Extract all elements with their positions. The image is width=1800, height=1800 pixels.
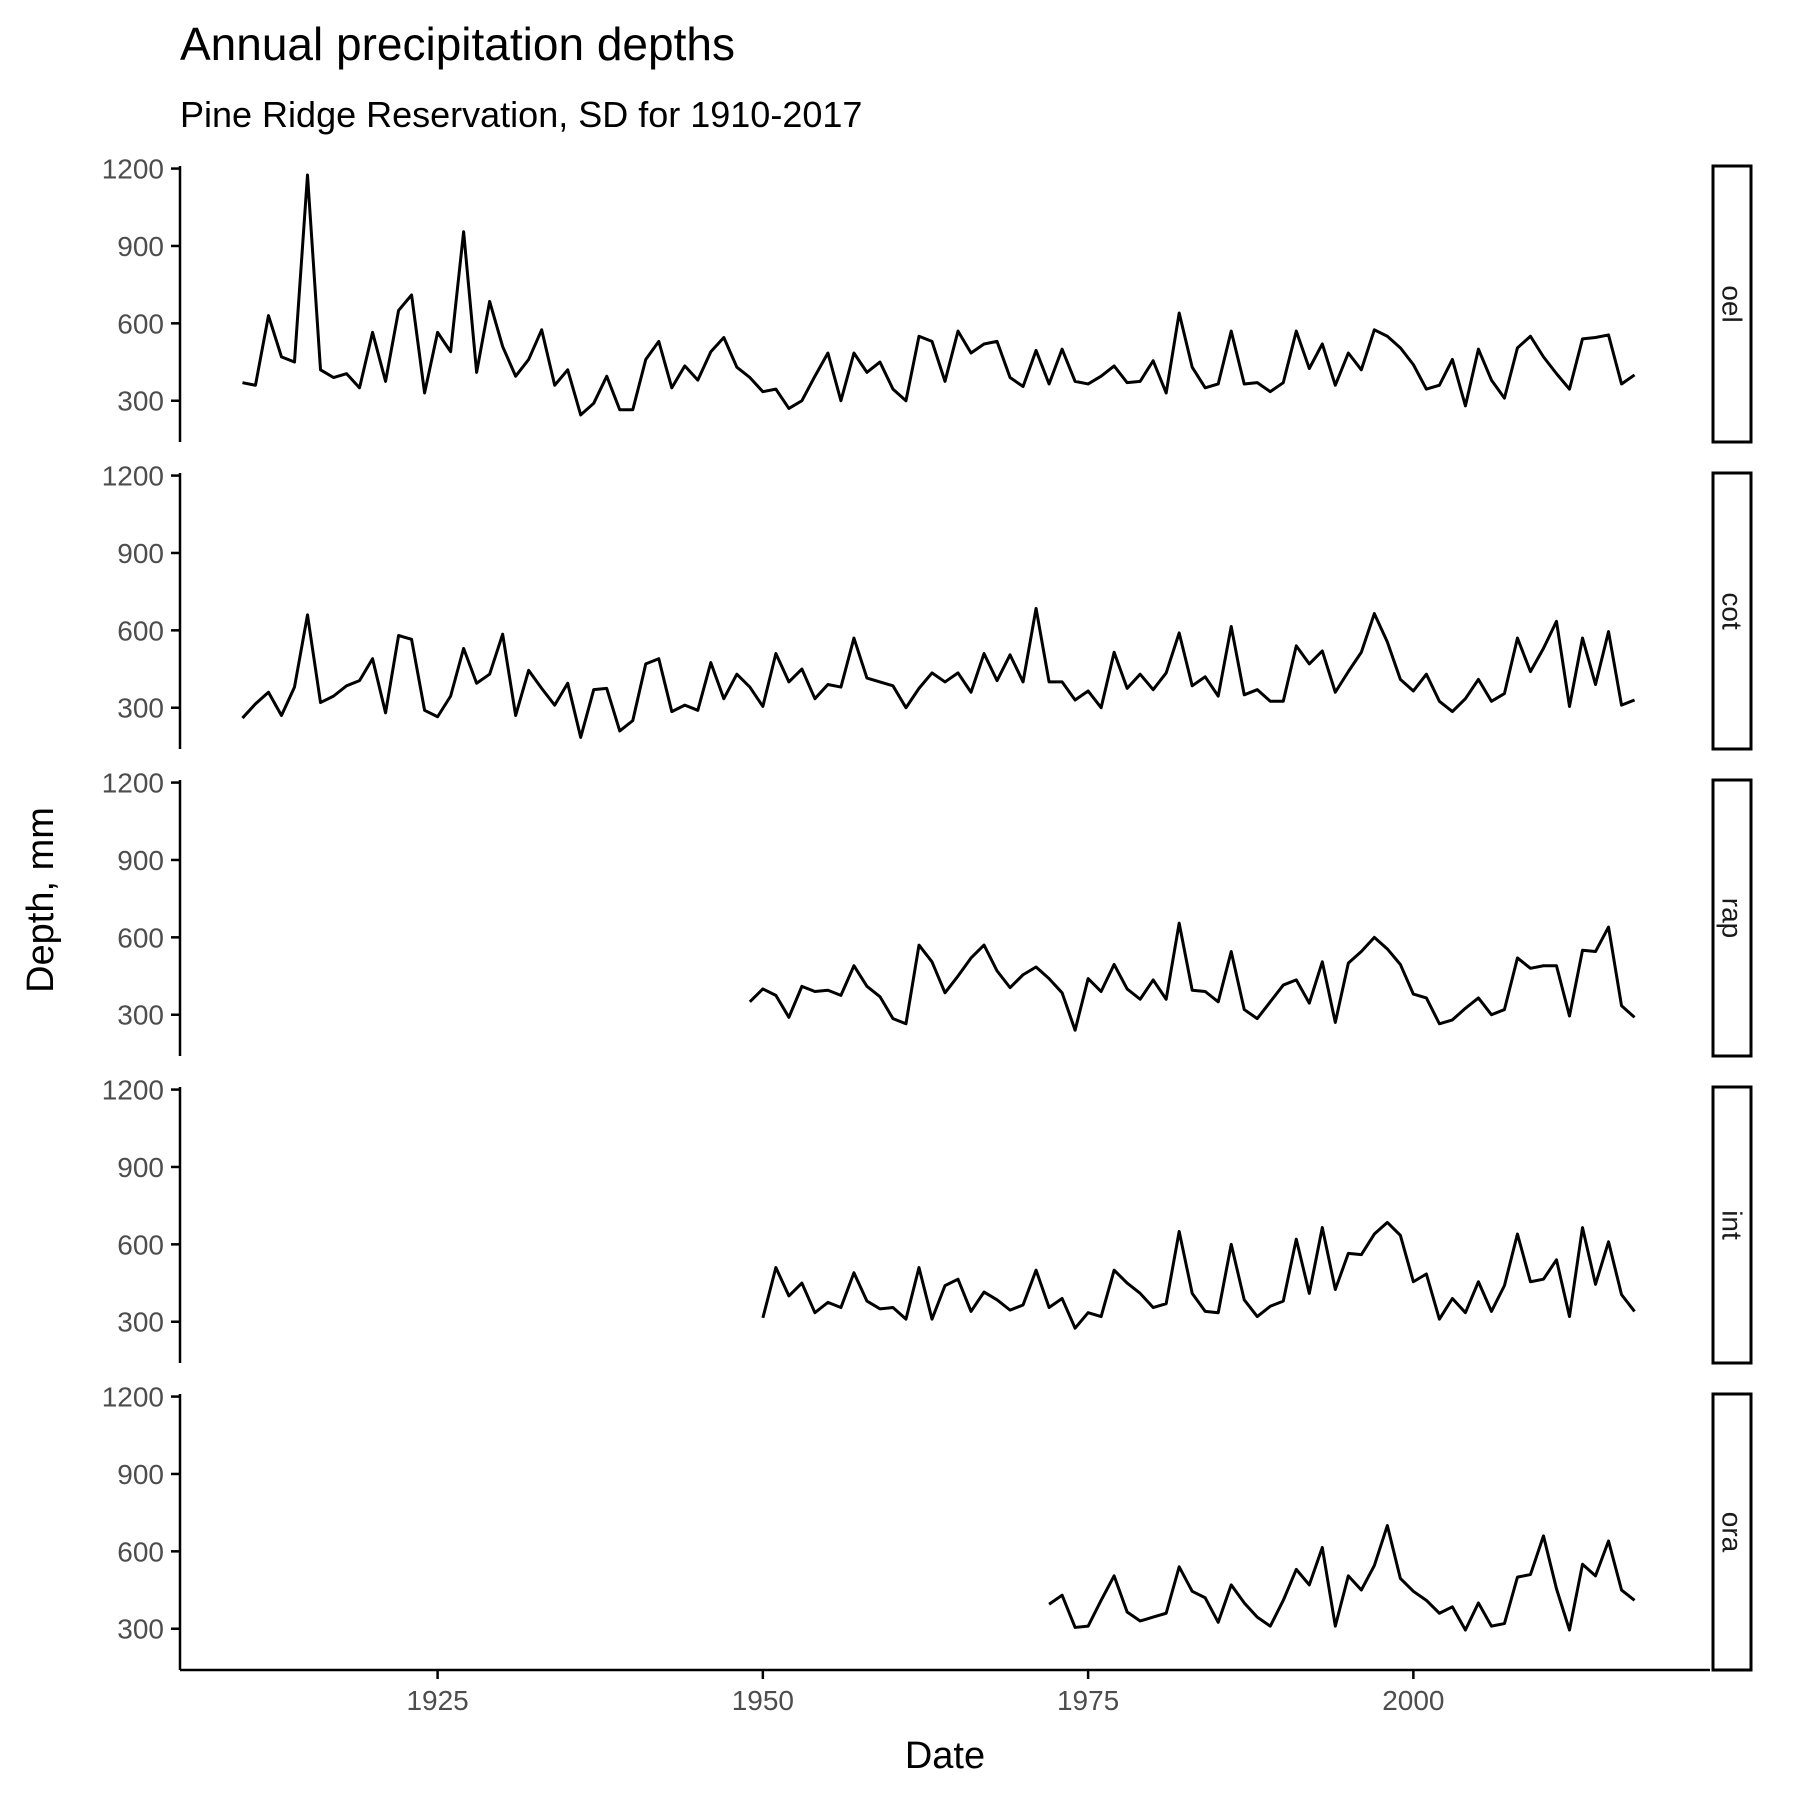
chart-title: Annual precipitation depths: [180, 18, 735, 70]
series-line-oel: [242, 173, 1636, 417]
x-tick-label: 1925: [406, 1685, 468, 1716]
y-tick-label: 600: [117, 308, 164, 339]
y-tick-label: 1200: [102, 461, 164, 492]
facet-strip-label: int: [1717, 1210, 1748, 1240]
y-tick-label: 900: [117, 231, 164, 262]
facet-strip-label: cot: [1717, 592, 1748, 630]
series-line-cot: [241, 606, 1636, 739]
y-tick-label: 300: [117, 1000, 164, 1031]
facet-panel-oel: 300 600 900 1200 oel: [102, 154, 1753, 444]
facet-panel-ora: 300 600 900 1200 ora: [102, 1382, 1753, 1672]
y-tick-label: 300: [117, 1614, 164, 1645]
y-tick-label: 300: [117, 1307, 164, 1338]
y-tick-label: 900: [117, 538, 164, 569]
facet-strip-label: ora: [1717, 1512, 1748, 1553]
facet-strip-rap: [1711, 778, 1753, 1058]
x-tick-label: 1950: [732, 1685, 794, 1716]
y-tick-label: 1200: [102, 154, 164, 185]
x-axis: 1925 1950 1975 2000: [180, 1668, 1710, 1716]
facet-panel-int: 300 600 900 1200 int: [102, 1075, 1753, 1365]
y-tick-label: 1200: [102, 1382, 164, 1413]
facet-panel-cot: 300 600 900 1200 cot: [102, 461, 1753, 751]
facet-strip-oel: [1711, 164, 1753, 444]
y-tick-label: 900: [117, 1459, 164, 1490]
facet-panels: 300 600 900 1200 oel 300 600 900 1200 cot 300 600 90…: [102, 154, 1753, 1672]
facet-strip-int: [1711, 1085, 1753, 1365]
x-tick-label: 2000: [1382, 1685, 1444, 1716]
facet-strip-cot: [1711, 471, 1753, 751]
y-tick-label: 600: [117, 1229, 164, 1260]
y-tick-label: 900: [117, 1152, 164, 1183]
series-line-int: [761, 1220, 1636, 1330]
series-line-rap: [748, 921, 1636, 1032]
y-axis-title: Depth, mm: [20, 807, 62, 993]
y-tick-label: 300: [117, 386, 164, 417]
chart-subtitle: Pine Ridge Reservation, SD for 1910-2017: [180, 94, 862, 135]
y-tick-label: 600: [117, 922, 164, 953]
y-tick-label: 900: [117, 845, 164, 876]
x-axis-title: Date: [905, 1735, 985, 1777]
facet-strip-label: oel: [1717, 285, 1748, 322]
facet-strip-label: rap: [1717, 898, 1748, 938]
series-line-ora: [1048, 1524, 1636, 1632]
facet-panel-rap: 300 600 900 1200 rap: [102, 768, 1753, 1058]
y-tick-label: 1200: [102, 768, 164, 799]
y-tick-label: 300: [117, 693, 164, 724]
x-tick-label: 1975: [1057, 1685, 1119, 1716]
y-tick-label: 600: [117, 1536, 164, 1567]
y-tick-label: 600: [117, 615, 164, 646]
y-tick-label: 1200: [102, 1075, 164, 1106]
facet-strip-ora: [1711, 1392, 1753, 1672]
